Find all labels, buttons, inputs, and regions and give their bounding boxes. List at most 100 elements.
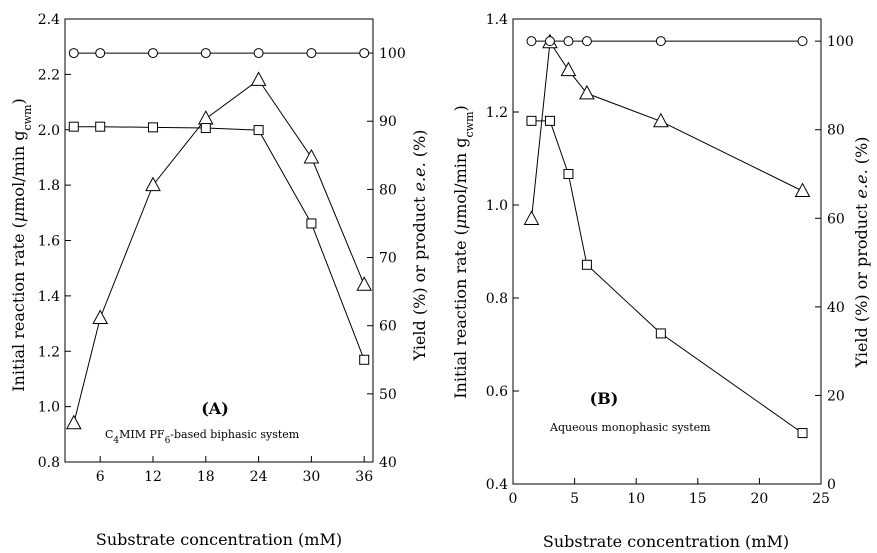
y-tick-label: 2.0 bbox=[38, 123, 60, 139]
y2-tick-label: 90 bbox=[379, 114, 397, 130]
y2-tick-label: 100 bbox=[827, 34, 854, 50]
y2-tick-label: 40 bbox=[379, 455, 397, 471]
triangle-point bbox=[653, 112, 669, 128]
tick-labels-a: 6 12 18 24 30 36 0.8 1.0 1.2 1.4 1.6 1.8 2.0 2.2 2.4 40… bbox=[38, 12, 406, 485]
y2-tick-label: 80 bbox=[379, 182, 397, 198]
circle-point bbox=[544, 36, 555, 47]
y-tick-label: 2.4 bbox=[38, 12, 60, 28]
triangle-point bbox=[303, 148, 320, 164]
square-point bbox=[526, 115, 537, 126]
x-axis-label-b: Substrate concentration (mM) bbox=[543, 532, 789, 551]
circle-point bbox=[68, 48, 79, 59]
square-point bbox=[200, 123, 211, 134]
triangle-point bbox=[560, 61, 577, 77]
plot-frame-a bbox=[64, 18, 374, 463]
tick-labels-b: 0 5 10 15 20 25 0.4 0.6 0.8 1.0 1.2 1.4 0 20 40 60 80 100 bbox=[486, 12, 854, 507]
y2-tick-label: 70 bbox=[379, 251, 397, 267]
y-tick-label: 0.6 bbox=[486, 384, 508, 400]
square-point bbox=[655, 328, 666, 339]
x-tick-label: 20 bbox=[750, 491, 768, 507]
y-tick-label: 1.2 bbox=[38, 344, 60, 360]
series-a bbox=[65, 48, 373, 430]
y2-tick-label: 20 bbox=[827, 388, 845, 404]
x-tick-label: 15 bbox=[689, 491, 707, 507]
y-tick-label: 1.0 bbox=[486, 198, 508, 214]
ticks-a bbox=[65, 18, 373, 463]
square-series-line bbox=[531, 120, 803, 434]
triangle-point bbox=[250, 71, 267, 86]
panel-a: 6 12 18 24 30 36 0.8 1.0 1.2 1.4 1.6 1.8 2.0 2.2 2.4 40… bbox=[9, 12, 429, 549]
circle-point bbox=[526, 36, 537, 47]
x-tick-label: 36 bbox=[355, 469, 373, 485]
triangle-point bbox=[356, 276, 373, 291]
triangle-point bbox=[794, 182, 811, 198]
circle-point bbox=[253, 48, 264, 59]
square-point bbox=[359, 354, 370, 365]
triangle-series-line bbox=[531, 40, 803, 219]
panel-label-a: (A) bbox=[201, 399, 229, 418]
square-point bbox=[797, 428, 808, 439]
x-tick-label: 6 bbox=[96, 469, 105, 485]
y-tick-label: 1.0 bbox=[38, 400, 60, 416]
triangle-series-line bbox=[73, 79, 365, 424]
y2-tick-label: 60 bbox=[379, 319, 397, 335]
circle-point bbox=[581, 36, 592, 47]
series-b bbox=[523, 33, 811, 439]
x-tick-label: 10 bbox=[627, 491, 645, 507]
circle-point bbox=[200, 48, 211, 59]
triangle-point bbox=[92, 309, 109, 325]
y-tick-label: 0.8 bbox=[38, 455, 60, 471]
x-tick-label: 30 bbox=[302, 469, 320, 485]
y-tick-label: 1.4 bbox=[486, 12, 508, 28]
x-tick-label: 5 bbox=[570, 491, 579, 507]
square-point bbox=[95, 121, 106, 132]
y2-axis-label-a: Yield (%) or product e.e. (%) bbox=[410, 130, 429, 362]
triangle-point bbox=[145, 176, 161, 192]
y2-tick-label: 60 bbox=[827, 211, 845, 227]
annotation-a: C4MIM PF6-based biphasic system bbox=[105, 428, 300, 446]
triangle-point bbox=[65, 414, 82, 430]
triangle-point bbox=[197, 110, 214, 125]
y-tick-label: 1.4 bbox=[38, 289, 60, 305]
y2-tick-label: 50 bbox=[379, 387, 397, 403]
ticks-b bbox=[512, 18, 822, 485]
x-tick-label: 25 bbox=[812, 491, 830, 507]
y-axis-label-a: Initial reaction rate (μmol/min gcwm) bbox=[9, 98, 34, 392]
panel-label-b: (B) bbox=[590, 389, 619, 408]
x-tick-label: 0 bbox=[509, 491, 518, 507]
y-tick-label: 2.2 bbox=[38, 67, 60, 83]
triangle-point bbox=[523, 210, 540, 225]
circle-point bbox=[359, 48, 370, 59]
y-tick-label: 0.4 bbox=[486, 477, 508, 493]
annotation-b: Aqueous monophasic system bbox=[549, 421, 711, 434]
y2-axis-label-b: Yield (%) or product e.e. (%) bbox=[852, 137, 871, 369]
square-point bbox=[544, 115, 555, 126]
y2-tick-label: 0 bbox=[827, 477, 836, 493]
y-axis-label-b: Initial reaction rate (μmol/min gcwm) bbox=[451, 105, 476, 399]
y-tick-label: 0.8 bbox=[486, 291, 508, 307]
square-point bbox=[68, 121, 79, 132]
x-tick-label: 24 bbox=[250, 469, 268, 485]
circle-point bbox=[563, 36, 574, 47]
x-axis-label-a: Substrate concentration (mM) bbox=[96, 530, 342, 549]
y-tick-label: 1.2 bbox=[486, 105, 508, 121]
square-point bbox=[581, 259, 592, 270]
y2-tick-label: 40 bbox=[827, 300, 845, 316]
y-tick-label: 1.6 bbox=[38, 234, 60, 250]
circle-point bbox=[655, 36, 666, 47]
square-point bbox=[563, 169, 574, 179]
circle-point bbox=[306, 48, 317, 59]
square-point bbox=[253, 125, 264, 136]
x-tick-label: 12 bbox=[144, 469, 162, 485]
panel-b: 0 5 10 15 20 25 0.4 0.6 0.8 1.0 1.2 1.4 0 20 40 60 80 100… bbox=[451, 12, 871, 551]
circle-point bbox=[95, 48, 106, 59]
y-tick-label: 1.8 bbox=[38, 178, 60, 194]
circle-point bbox=[797, 36, 808, 47]
y2-tick-label: 100 bbox=[379, 46, 406, 62]
square-point bbox=[306, 218, 317, 229]
circle-point bbox=[148, 48, 158, 59]
square-series-line bbox=[73, 126, 365, 360]
square-point bbox=[148, 122, 158, 133]
x-tick-label: 18 bbox=[197, 469, 215, 485]
